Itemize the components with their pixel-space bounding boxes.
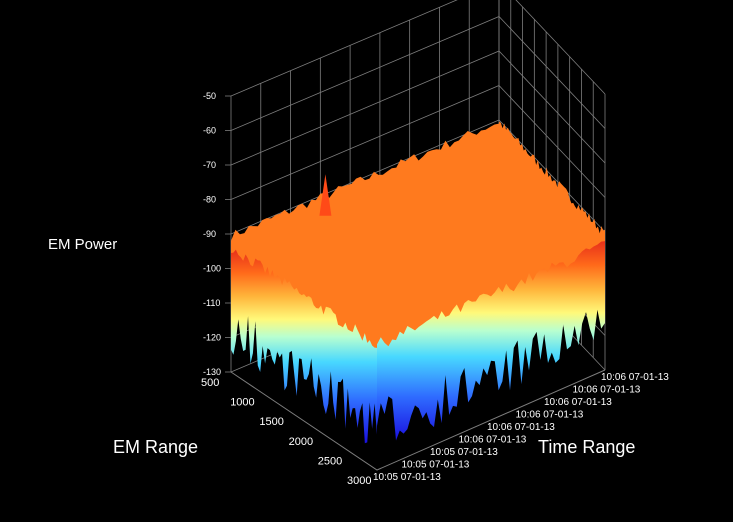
z-tick-label: -120 xyxy=(203,333,221,343)
surface-mesh xyxy=(231,121,605,444)
z-axis-title: EM Power xyxy=(48,236,118,253)
y-tick-label: 10:05 07-01-13 xyxy=(430,447,498,458)
y-tick-label: 10:05 07-01-13 xyxy=(373,472,441,483)
y-tick-label: 10:06 07-01-13 xyxy=(573,385,641,396)
y-tick-label: 10:05 07-01-13 xyxy=(402,460,470,471)
z-tick-label: -70 xyxy=(203,160,216,170)
grid-line xyxy=(230,50,606,166)
floor-edge xyxy=(230,369,606,471)
z-tick-label: -80 xyxy=(203,195,216,205)
z-tick-label: -60 xyxy=(203,126,216,136)
surface-left-face xyxy=(231,249,377,444)
grid-line xyxy=(230,0,606,97)
z-tick-label: -110 xyxy=(203,298,220,308)
grid-line xyxy=(230,16,606,131)
grid-line xyxy=(230,85,606,200)
y-tick-label: 10:06 07-01-13 xyxy=(459,435,527,446)
x-tick-label: 500 xyxy=(201,377,219,389)
x-tick-label: 3000 xyxy=(347,475,371,487)
x-tick-label: 1500 xyxy=(259,416,283,428)
surface-right-face xyxy=(377,241,605,441)
surface-peak xyxy=(319,174,332,216)
z-tick-label: -50 xyxy=(203,91,216,101)
x-tick-label: 2500 xyxy=(318,455,342,467)
y-axis-title: Time Range xyxy=(538,437,636,457)
x-tick-label: 1000 xyxy=(230,397,254,409)
y-tick-label: 10:06 07-01-13 xyxy=(487,422,555,433)
y-tick-label: 10:06 07-01-13 xyxy=(601,372,669,383)
x-tick-label: 2000 xyxy=(289,436,313,448)
z-tick-label: -100 xyxy=(203,264,221,274)
y-tick-label: 10:06 07-01-13 xyxy=(544,397,612,408)
x-axis-title: EM Range xyxy=(113,437,199,457)
z-tick-label: -130 xyxy=(203,367,221,377)
y-tick-label: 10:06 07-01-13 xyxy=(516,410,584,421)
z-tick-label: -90 xyxy=(203,229,216,239)
